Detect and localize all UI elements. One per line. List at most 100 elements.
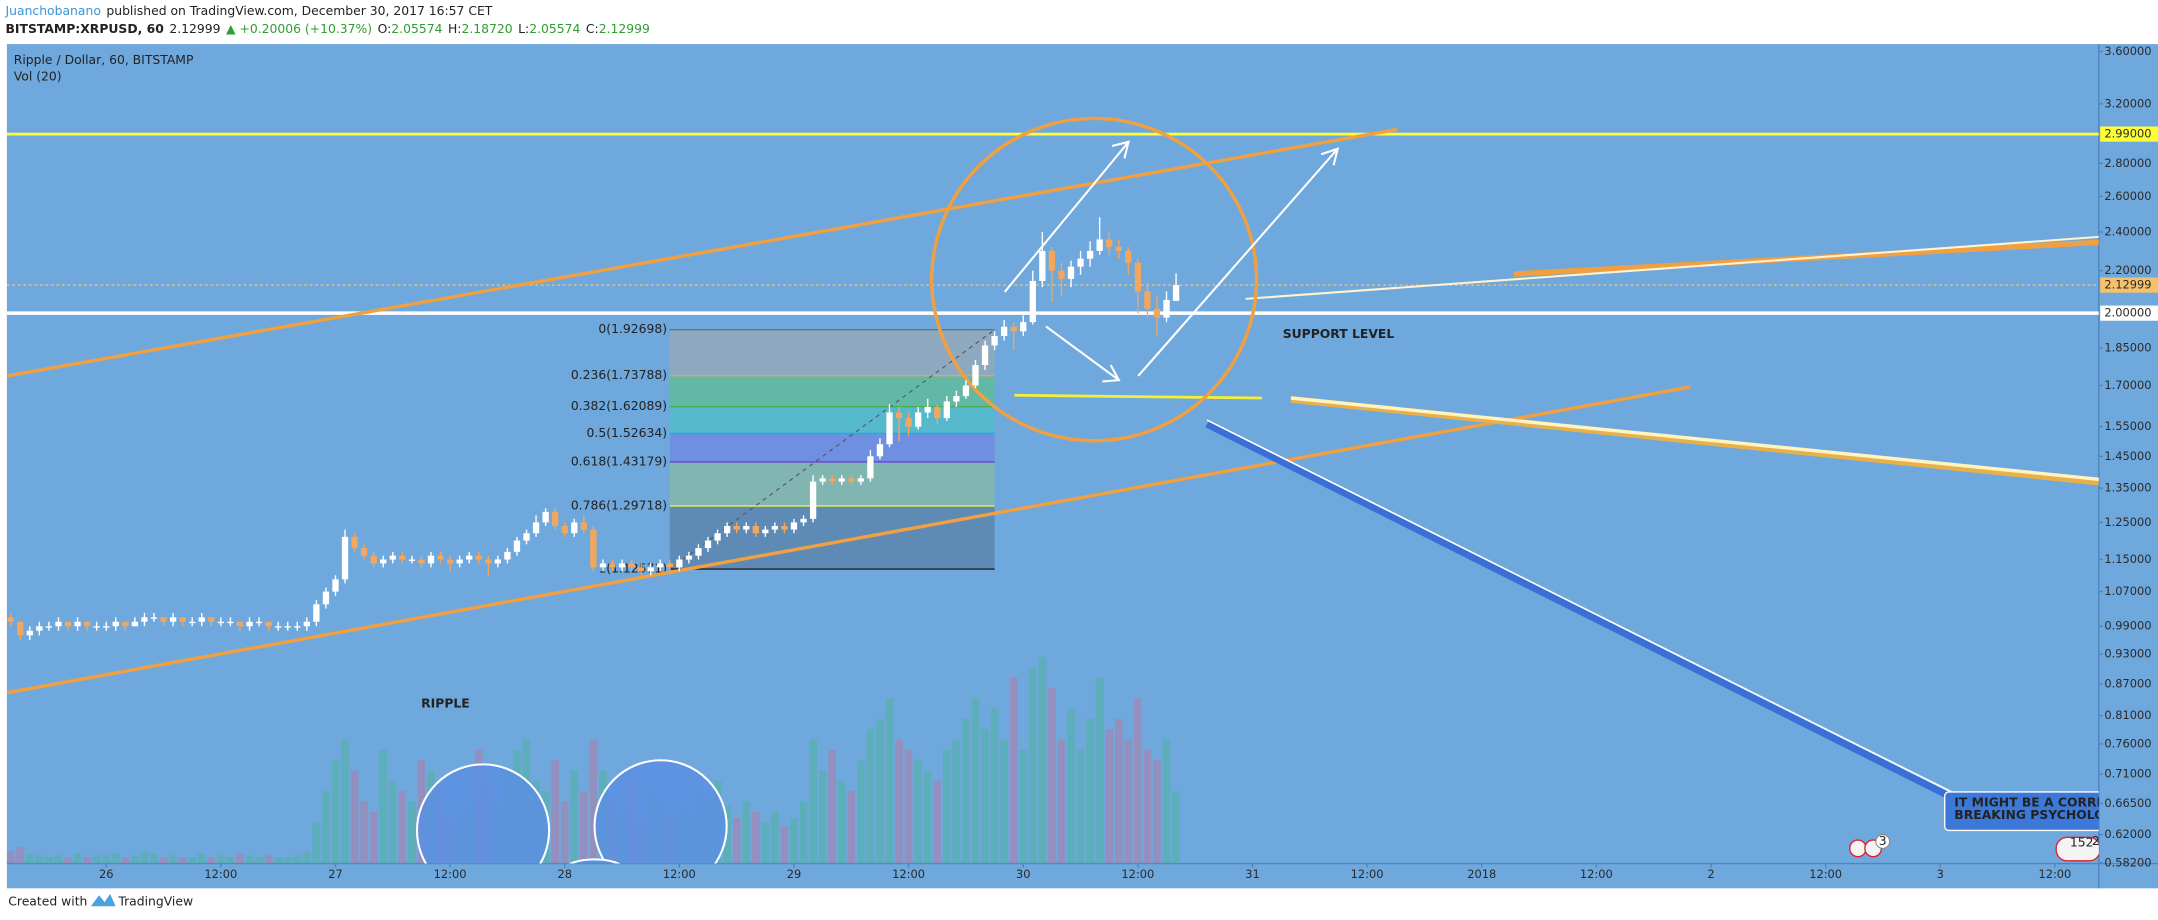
ohlc-key: L: [518,20,529,35]
candle-body [532,522,540,534]
candle-body [1153,308,1161,318]
y-tick-label: 1.35000 [2104,481,2151,495]
candle-body [504,551,511,560]
x-tick-label: 28 [557,867,572,881]
footer-brand[interactable]: TradingView [117,894,193,909]
volume-bar [312,822,321,864]
x-tick-label: 12:00 [663,867,696,881]
fib-label: 0.786(1.29718) [571,497,667,512]
volume-bar [1153,760,1161,864]
candle-body [790,522,798,530]
candle-body [542,511,549,523]
candle-body [972,365,979,386]
candle-body [236,621,244,627]
candle-body [294,626,301,628]
volume-bar [102,855,111,864]
y-tick-label: 0.93000 [2104,647,2151,661]
volume-bar [197,853,206,864]
volume-bar [369,811,378,864]
volume-bar [1048,687,1056,864]
volume-bar [264,855,273,864]
candle-body [905,418,912,427]
volume-bar [1076,749,1085,864]
volume-bar [560,801,569,864]
candle-body [418,559,425,564]
candle-body [370,555,377,564]
volume-bar [933,780,942,864]
volume-bar [857,760,865,864]
volume-bar [1162,739,1171,864]
arrow [1045,325,1120,381]
volume-bar [207,857,216,864]
candle-body [609,563,616,568]
candle-body [26,630,33,636]
volume-bar [121,857,130,864]
arrows [1003,140,1340,383]
volume-bar [943,749,951,864]
volume-bar [895,739,903,864]
candle-body [55,621,62,627]
x-tick-label: 12:00 [1580,867,1613,881]
candle-body [1029,280,1036,323]
volume-bar [1124,739,1133,864]
legend-volume: Vol (20) [14,69,62,84]
legend-title: Ripple / Dollar, 60, BITSTAMP [14,52,194,67]
candle-body [1086,250,1094,259]
arrow-head [1111,140,1130,159]
volume-bar [293,855,302,864]
candle-body [1144,291,1151,309]
candle-body [360,548,368,556]
volume-bar [283,857,292,864]
candle-body [160,617,167,622]
price-label: 2.99000 [2104,127,2151,141]
y-tick-label: 1.45000 [2104,449,2151,463]
trendline [1205,421,1956,802]
volume-bar [828,749,837,864]
candle-body [437,555,444,560]
y-tick-label: 2.40000 [2104,224,2151,238]
volume-bar [742,801,751,864]
candle-body [189,621,196,624]
price-label-bg [2100,305,2158,321]
y-tick-label: 0.87000 [2104,676,2151,690]
volume-bar [1105,729,1114,864]
candle-body [762,529,769,534]
candle-body [485,559,492,564]
candle-body [647,567,654,572]
y-tick-label: 0.71000 [2104,767,2151,781]
fib-label: 0.382(1.62089) [571,398,667,413]
candle-body [93,626,100,628]
candle-body [1010,326,1017,332]
candle-body [380,559,387,564]
fib-layer: 0(1.92698) 0.236(1.73788) 0.382(1.62089) 0.… [571,321,995,576]
drawings [6,116,2099,802]
candle-body [36,626,43,631]
candle-body [494,559,502,564]
price-label: 2.12999 [2104,278,2151,292]
y-tick-label: 1.55000 [2104,419,2151,433]
candle-body [303,621,310,627]
volume-bar [169,855,177,864]
candle-body [141,617,148,622]
x-tick-label: 27 [328,867,343,881]
candle-body [628,563,635,568]
trendline [1206,419,1955,795]
volume-bar [971,698,980,864]
candle-body [246,621,253,627]
candle-body [838,478,845,482]
candle-body [876,444,884,457]
candle-body [1077,258,1084,267]
support-line [1014,393,1263,400]
candle-body [857,478,865,482]
axis-layer: 3.60000 3.20000 2.80000 2.60000 2.40000 2.200… [99,44,2158,881]
badge-count: 2 [2092,833,2100,848]
candle-body [1020,322,1027,332]
volume-bar [331,760,340,864]
candle-body [1134,262,1142,292]
candle-body [981,345,989,366]
candle-body [695,548,702,556]
volume-bar [952,739,961,864]
y-tick-label: 2.60000 [2104,189,2151,203]
candle-body [131,621,139,627]
y-tick-label: 3.20000 [2104,96,2151,110]
